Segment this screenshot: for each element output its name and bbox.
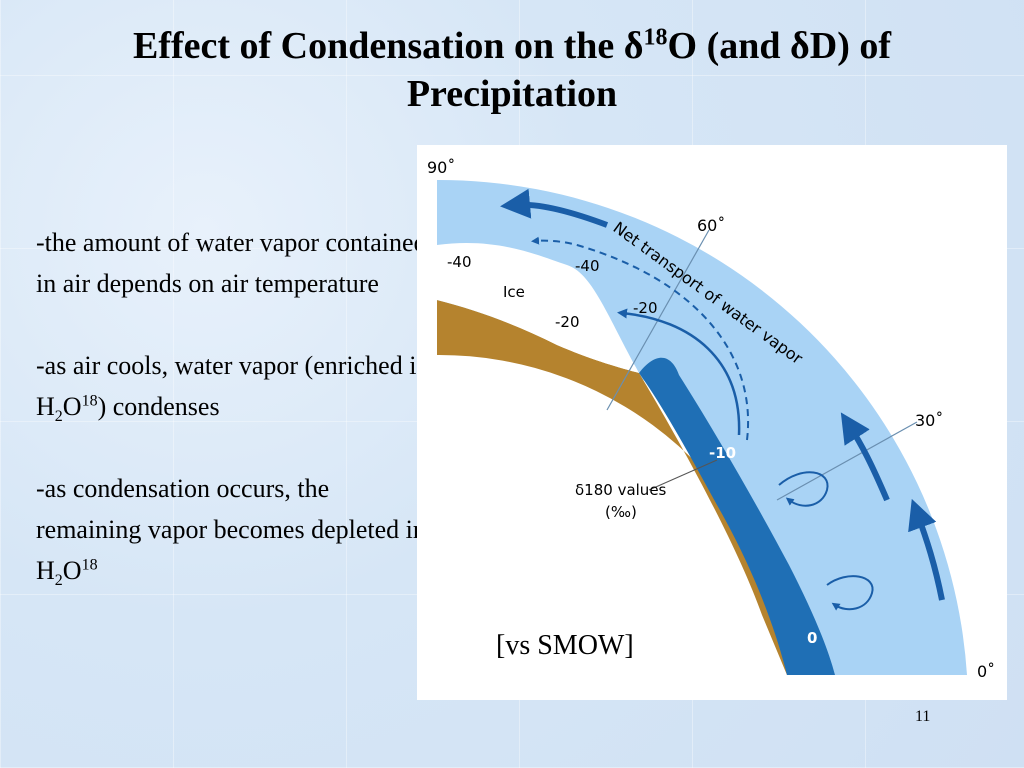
bullet-list: -the amount of water vapor contained in … bbox=[36, 222, 436, 591]
transport-arrow bbox=[840, 412, 890, 502]
legend-units: (‰) bbox=[605, 503, 637, 521]
bullet-item: -the amount of water vapor contained in … bbox=[36, 222, 436, 304]
title-superscript: 18 bbox=[643, 24, 668, 51]
subscript: 2 bbox=[54, 408, 63, 426]
latitude-label-60: 60˚ bbox=[697, 216, 725, 235]
vapor-trajectory-solid bbox=[617, 308, 741, 436]
value-label: -40 bbox=[447, 253, 472, 271]
value-label: -20 bbox=[555, 313, 580, 331]
title-part1: Effect of Condensation on the bbox=[132, 25, 624, 67]
legend-title: δ180 values bbox=[575, 481, 667, 499]
latitude-label-30: 30˚ bbox=[915, 411, 943, 430]
bullet-text: -the amount of water vapor contained in … bbox=[36, 228, 427, 298]
value-label: -40 bbox=[575, 257, 600, 275]
isotope-diagram: 90˚ 60˚ 30˚ 0˚ Net transport of water va… bbox=[417, 145, 1007, 700]
latitude-line-30 bbox=[776, 421, 918, 501]
delta-symbol: δ bbox=[623, 25, 644, 67]
delta-symbol: δ bbox=[790, 25, 810, 67]
bullet-text: -as air cools, water vapor (enriched in … bbox=[36, 351, 430, 421]
circulation-loop bbox=[826, 575, 874, 611]
ice-label: Ice bbox=[503, 283, 525, 301]
slide-title: Effect of Condensation on the δ18O (and … bbox=[20, 22, 1004, 118]
bullet-text: ) condenses bbox=[97, 392, 220, 421]
title-part3: D) of bbox=[809, 25, 892, 67]
ice-sheet bbox=[437, 243, 639, 373]
vs-smow-label: [vs SMOW] bbox=[496, 630, 634, 661]
transport-arrow bbox=[500, 188, 609, 228]
transport-arrow bbox=[908, 498, 945, 601]
latitude-label-0: 0˚ bbox=[977, 662, 995, 681]
ocean-layer bbox=[639, 357, 835, 675]
bullet-text: O bbox=[62, 392, 82, 421]
title-line2: Precipitation bbox=[406, 73, 618, 115]
title-part2: O (and bbox=[667, 25, 791, 67]
bullet-item: -as condensation occurs, the remaining v… bbox=[36, 468, 436, 591]
value-label: -20 bbox=[633, 299, 658, 317]
value-label: -10 bbox=[709, 444, 736, 462]
bullet-text: O bbox=[62, 556, 82, 585]
latitude-label-90: 90˚ bbox=[427, 158, 455, 177]
superscript: 18 bbox=[81, 392, 98, 410]
legend-leader-line bbox=[648, 459, 718, 491]
vapor-trajectory-dashed bbox=[531, 236, 750, 441]
land-layer bbox=[437, 300, 797, 675]
superscript: 18 bbox=[81, 556, 98, 574]
bullet-text: -as condensation occurs, the remaining v… bbox=[36, 474, 426, 585]
bullet-item: -as air cools, water vapor (enriched in … bbox=[36, 345, 436, 427]
value-label: 0 bbox=[807, 629, 817, 647]
circulation-loop bbox=[778, 471, 829, 507]
page-number: 11 bbox=[915, 708, 931, 725]
subscript: 2 bbox=[54, 572, 63, 590]
diagram-svg: 90˚ 60˚ 30˚ 0˚ Net transport of water va… bbox=[427, 158, 995, 681]
